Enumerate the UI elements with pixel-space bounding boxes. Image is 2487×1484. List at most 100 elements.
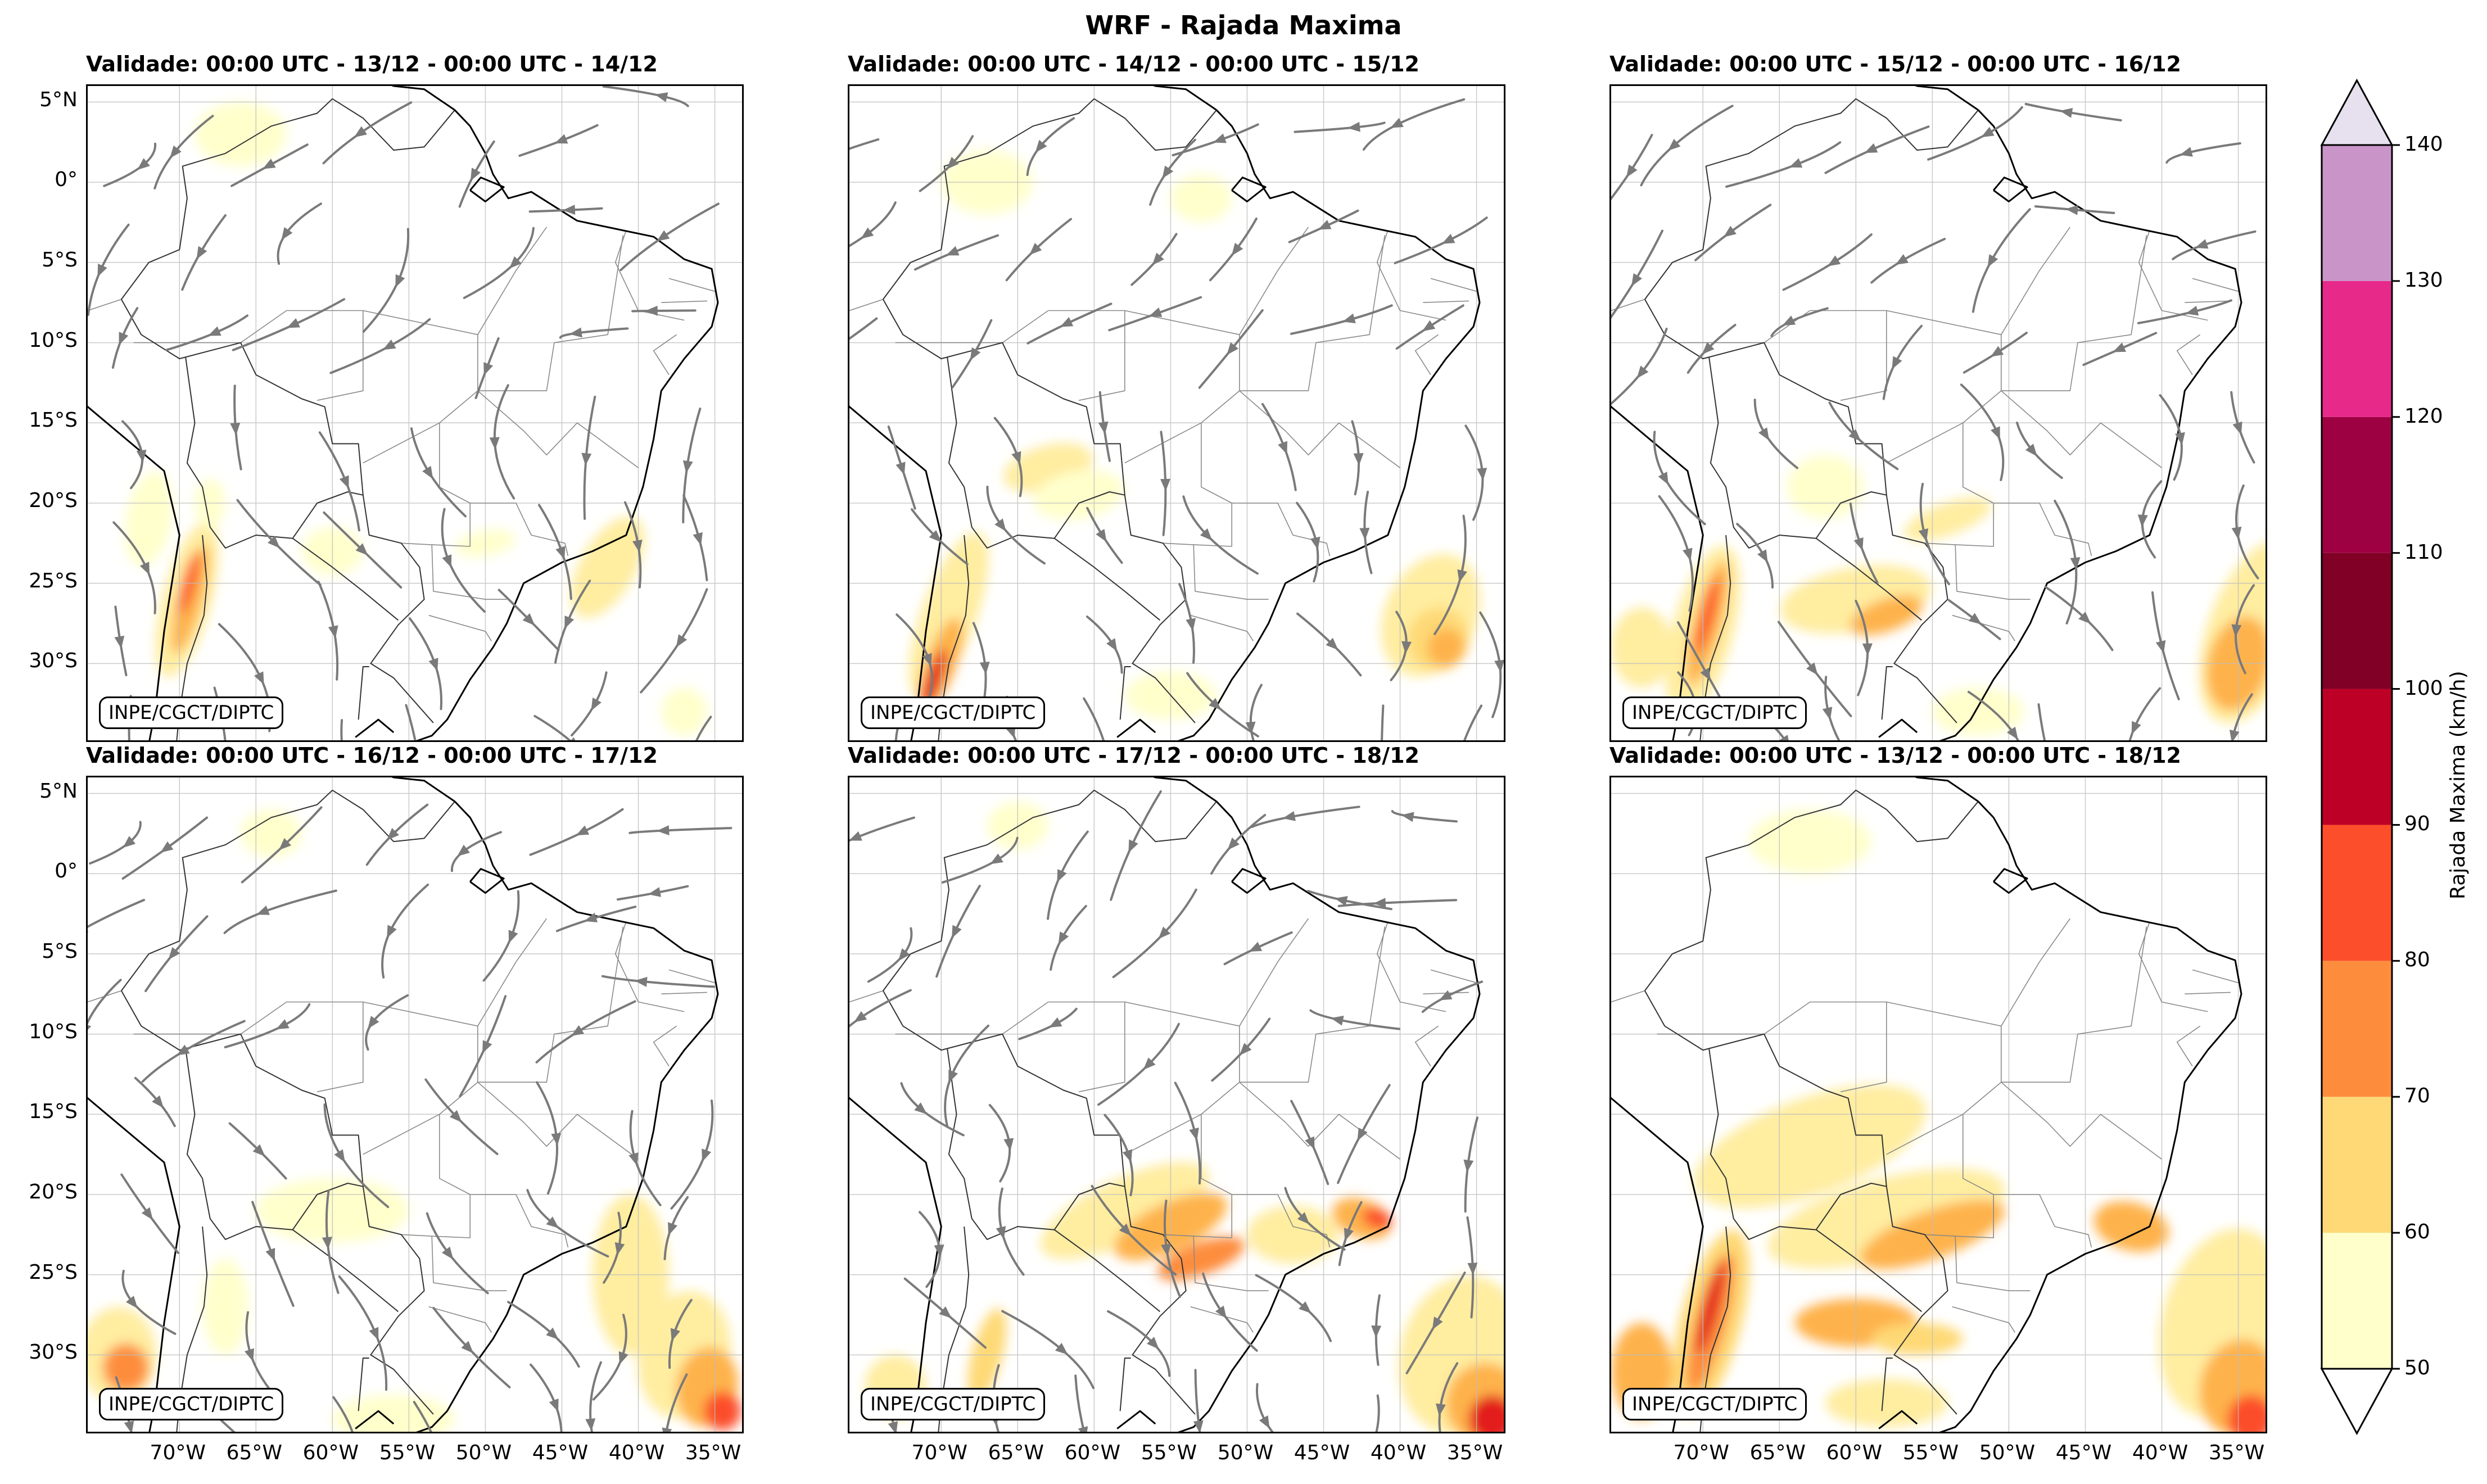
gridlines bbox=[849, 86, 1504, 740]
streamline-arrow bbox=[1162, 165, 1174, 179]
streamline-arrow bbox=[522, 613, 535, 626]
streamline bbox=[1290, 304, 1393, 335]
map-panel: INPE/CGCT/DIPTC bbox=[86, 84, 744, 742]
streamline-arrows bbox=[97, 92, 703, 740]
lon-tick-label: 35°W bbox=[1446, 1441, 1503, 1464]
gust-contour bbox=[202, 1259, 248, 1355]
streamline-arrow bbox=[256, 905, 270, 915]
streamline-arrow bbox=[546, 1216, 559, 1229]
streamline-arrow bbox=[244, 1348, 255, 1362]
streamline-arrow bbox=[584, 912, 598, 922]
streamline-arrow bbox=[322, 1237, 332, 1250]
lon-tick-label: 35°W bbox=[685, 1441, 741, 1464]
borders bbox=[1611, 777, 2242, 1432]
streamline-arrow bbox=[970, 347, 981, 361]
streamline-arrow bbox=[634, 976, 648, 987]
streamline-arrow bbox=[2065, 205, 2078, 215]
streamline-arrow bbox=[136, 449, 147, 463]
credit-badge: INPE/CGCT/DIPTC bbox=[861, 1388, 1046, 1420]
credit-badge: INPE/CGCT/DIPTC bbox=[99, 1388, 284, 1420]
lat-tick-label: 30°S bbox=[29, 1341, 78, 1364]
streamline-arrow bbox=[994, 518, 1006, 532]
streamline-arrow bbox=[549, 1398, 559, 1412]
panel-title: Validade: 00:00 UTC - 17/12 - 00:00 UTC … bbox=[848, 743, 1419, 768]
streamline-arrow bbox=[898, 948, 910, 961]
streamline-arrow bbox=[1143, 1057, 1156, 1070]
streamline bbox=[2230, 391, 2255, 464]
gust-field bbox=[1611, 455, 2266, 736]
streamline-arrow bbox=[1667, 138, 1681, 151]
lon-tick-label: 55°W bbox=[379, 1441, 436, 1464]
streamline-arrow bbox=[645, 305, 658, 316]
streamline bbox=[1083, 697, 1105, 740]
streamline-arrow bbox=[489, 437, 500, 450]
streamline-arrow bbox=[657, 825, 670, 836]
gust-contour bbox=[1040, 1162, 1209, 1259]
gust-field bbox=[124, 102, 707, 736]
lat-tick-label: 20°S bbox=[29, 488, 78, 512]
gust-contour bbox=[195, 102, 287, 166]
lon-tick-label: 40°W bbox=[1370, 1441, 1427, 1464]
gust-contour bbox=[920, 649, 947, 710]
lat-tick-label: 5°S bbox=[42, 939, 78, 963]
borders bbox=[88, 777, 719, 1432]
streamline-arrow bbox=[693, 532, 703, 546]
streamline bbox=[2165, 142, 2241, 164]
streamline-arrow bbox=[1078, 1426, 1088, 1432]
streamline bbox=[463, 227, 535, 299]
streamline bbox=[602, 86, 689, 107]
streamline bbox=[405, 704, 417, 740]
streamline-arrow bbox=[662, 1427, 672, 1432]
gust-contour bbox=[241, 809, 302, 858]
gust-contour bbox=[571, 517, 645, 618]
streamline-arrow bbox=[1432, 1316, 1443, 1330]
streamline-arrow bbox=[1918, 528, 1929, 542]
streamline-arrow bbox=[1029, 242, 1042, 255]
map-panel: INPE/CGCT/DIPTC bbox=[1609, 776, 2267, 1433]
colorbar-segment bbox=[2322, 1233, 2392, 1369]
streamline-arrow bbox=[1146, 1337, 1159, 1350]
panel-title: Validade: 00:00 UTC - 16/12 - 00:00 UTC … bbox=[86, 743, 658, 768]
streamline-arrow bbox=[1806, 662, 1818, 676]
streamline-arrow bbox=[564, 616, 575, 629]
streamline-arrow bbox=[929, 530, 942, 542]
streamline-arrow bbox=[1227, 838, 1240, 850]
streamline-arrow bbox=[387, 827, 400, 840]
streamline-arrow bbox=[281, 227, 293, 241]
streamline bbox=[2128, 687, 2162, 740]
streamline-arrow bbox=[996, 1226, 1006, 1239]
lon-tick-label: 65°W bbox=[226, 1441, 282, 1464]
lon-tick-label: 50°W bbox=[455, 1441, 512, 1464]
streamline bbox=[426, 1212, 489, 1295]
streamline-arrow bbox=[268, 536, 280, 549]
streamlines bbox=[849, 790, 1484, 1432]
streamline-arrow bbox=[562, 205, 576, 215]
streamline-arrow bbox=[1297, 1212, 1310, 1225]
streamline-arrow bbox=[1096, 528, 1107, 542]
colorbar-tick-label: 110 bbox=[2404, 540, 2443, 564]
streamline bbox=[1381, 704, 1385, 740]
streamline-arrow bbox=[1782, 315, 1796, 326]
streamline-arrow bbox=[1160, 478, 1171, 491]
lat-tick-label: 20°S bbox=[29, 1180, 78, 1204]
streamline-arrows bbox=[849, 811, 1478, 1432]
colorbar-segment bbox=[2322, 280, 2392, 417]
streamline bbox=[1882, 324, 1923, 400]
streamline bbox=[322, 101, 413, 165]
streamline bbox=[332, 1396, 354, 1432]
streamline-arrow bbox=[1864, 143, 1878, 153]
streamline bbox=[2024, 103, 2122, 121]
lat-tick-label: 25°S bbox=[29, 1260, 78, 1284]
streamline-arrow bbox=[1373, 898, 1386, 908]
streamline-arrow bbox=[1213, 133, 1227, 143]
streamline-arrow bbox=[2155, 640, 2166, 654]
streamline-arrow bbox=[946, 246, 960, 256]
panel-title: Validade: 00:00 UTC - 13/12 - 00:00 UTC … bbox=[86, 52, 658, 76]
streamline-arrow bbox=[442, 554, 452, 568]
streamline-arrow bbox=[1991, 426, 2000, 440]
streamline-arrow bbox=[1359, 527, 1370, 541]
streamline-arrow bbox=[334, 1149, 345, 1162]
streamline-arrow bbox=[1200, 528, 1213, 541]
streamline-arrow bbox=[254, 671, 264, 685]
streamline-arrow bbox=[2231, 526, 2242, 540]
